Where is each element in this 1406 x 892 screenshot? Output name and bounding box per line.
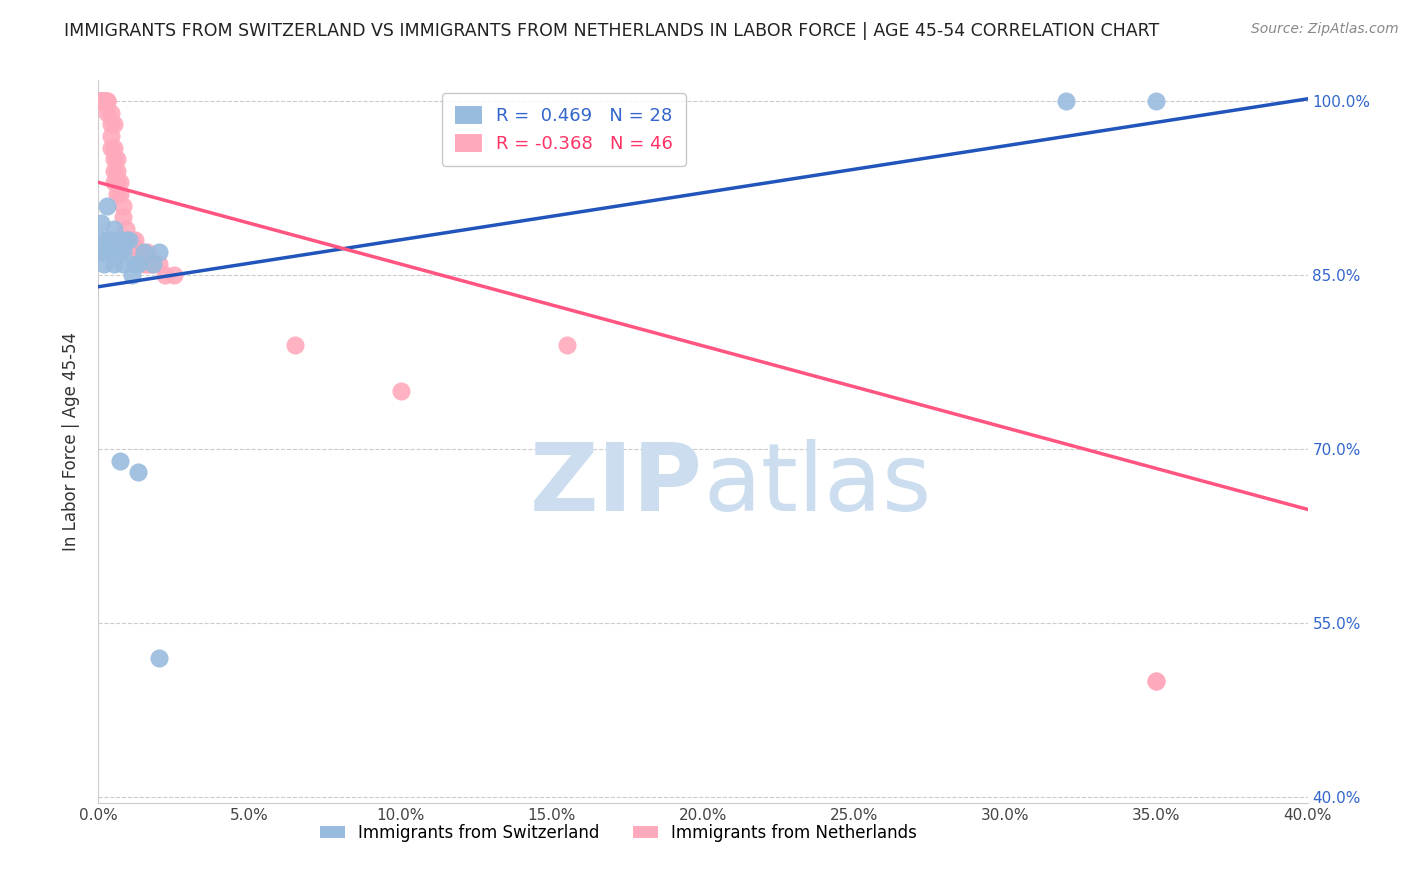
Point: [111, 244, 134, 259]
Point: [121, 268, 143, 282]
Point: [114, 233, 136, 247]
Point: [100, 117, 122, 131]
Point: [105, 233, 128, 247]
Point: [153, 268, 176, 282]
Point: [103, 175, 125, 189]
Point: [90, 94, 112, 108]
Text: atlas: atlas: [703, 439, 931, 531]
Point: [90, 94, 112, 108]
Point: [105, 152, 128, 166]
Point: [100, 233, 122, 247]
Point: [132, 244, 155, 259]
Point: [103, 152, 125, 166]
Point: [148, 650, 170, 665]
Point: [118, 233, 141, 247]
Point: [105, 186, 128, 201]
Point: [96, 94, 118, 108]
Point: [114, 233, 136, 247]
Point: [108, 233, 131, 247]
Point: [139, 256, 162, 270]
Point: [163, 268, 186, 282]
Point: [389, 384, 412, 398]
Point: [93, 94, 115, 108]
Point: [93, 94, 115, 108]
Point: [96, 105, 118, 120]
Point: [132, 256, 155, 270]
Point: [1144, 673, 1167, 688]
Point: [103, 140, 125, 154]
Point: [100, 105, 122, 120]
Point: [96, 233, 118, 247]
Point: [129, 244, 152, 259]
Text: IMMIGRANTS FROM SWITZERLAND VS IMMIGRANTS FROM NETHERLANDS IN LABOR FORCE | AGE : IMMIGRANTS FROM SWITZERLAND VS IMMIGRANT…: [65, 22, 1159, 40]
Point: [96, 94, 118, 108]
Point: [127, 244, 149, 259]
Point: [100, 128, 122, 143]
Point: [121, 233, 143, 247]
Point: [93, 244, 115, 259]
Point: [114, 221, 136, 235]
Point: [108, 186, 131, 201]
Point: [103, 117, 125, 131]
Point: [555, 337, 578, 351]
Point: [124, 256, 146, 270]
Point: [1144, 673, 1167, 688]
Point: [1144, 94, 1167, 108]
Point: [135, 256, 157, 270]
Point: [127, 465, 149, 479]
Point: [148, 256, 170, 270]
Point: [111, 256, 134, 270]
Point: [1054, 94, 1077, 108]
Point: [108, 453, 131, 467]
Point: [127, 256, 149, 270]
Point: [93, 256, 115, 270]
Point: [90, 94, 112, 108]
Y-axis label: In Labor Force | Age 45-54: In Labor Force | Age 45-54: [62, 332, 80, 551]
Point: [96, 198, 118, 212]
Point: [90, 94, 112, 108]
Point: [100, 140, 122, 154]
Point: [111, 198, 134, 212]
Point: [100, 244, 122, 259]
Point: [108, 175, 131, 189]
Point: [90, 216, 112, 230]
Point: [284, 337, 307, 351]
Point: [93, 94, 115, 108]
Point: [90, 233, 112, 247]
Point: [108, 244, 131, 259]
Point: [96, 94, 118, 108]
Point: [103, 221, 125, 235]
Point: [103, 163, 125, 178]
Point: [103, 256, 125, 270]
Point: [124, 233, 146, 247]
Point: [105, 175, 128, 189]
Text: ZIP: ZIP: [530, 439, 703, 531]
Point: [111, 210, 134, 224]
Point: [105, 163, 128, 178]
Point: [135, 244, 157, 259]
Point: [148, 244, 170, 259]
Point: [118, 233, 141, 247]
Point: [103, 244, 125, 259]
Point: [90, 94, 112, 108]
Text: Source: ZipAtlas.com: Source: ZipAtlas.com: [1251, 22, 1399, 37]
Point: [93, 94, 115, 108]
Legend: Immigrants from Switzerland, Immigrants from Netherlands: Immigrants from Switzerland, Immigrants …: [314, 817, 924, 848]
Point: [142, 256, 165, 270]
Point: [93, 244, 115, 259]
Point: [105, 244, 128, 259]
Point: [142, 256, 165, 270]
